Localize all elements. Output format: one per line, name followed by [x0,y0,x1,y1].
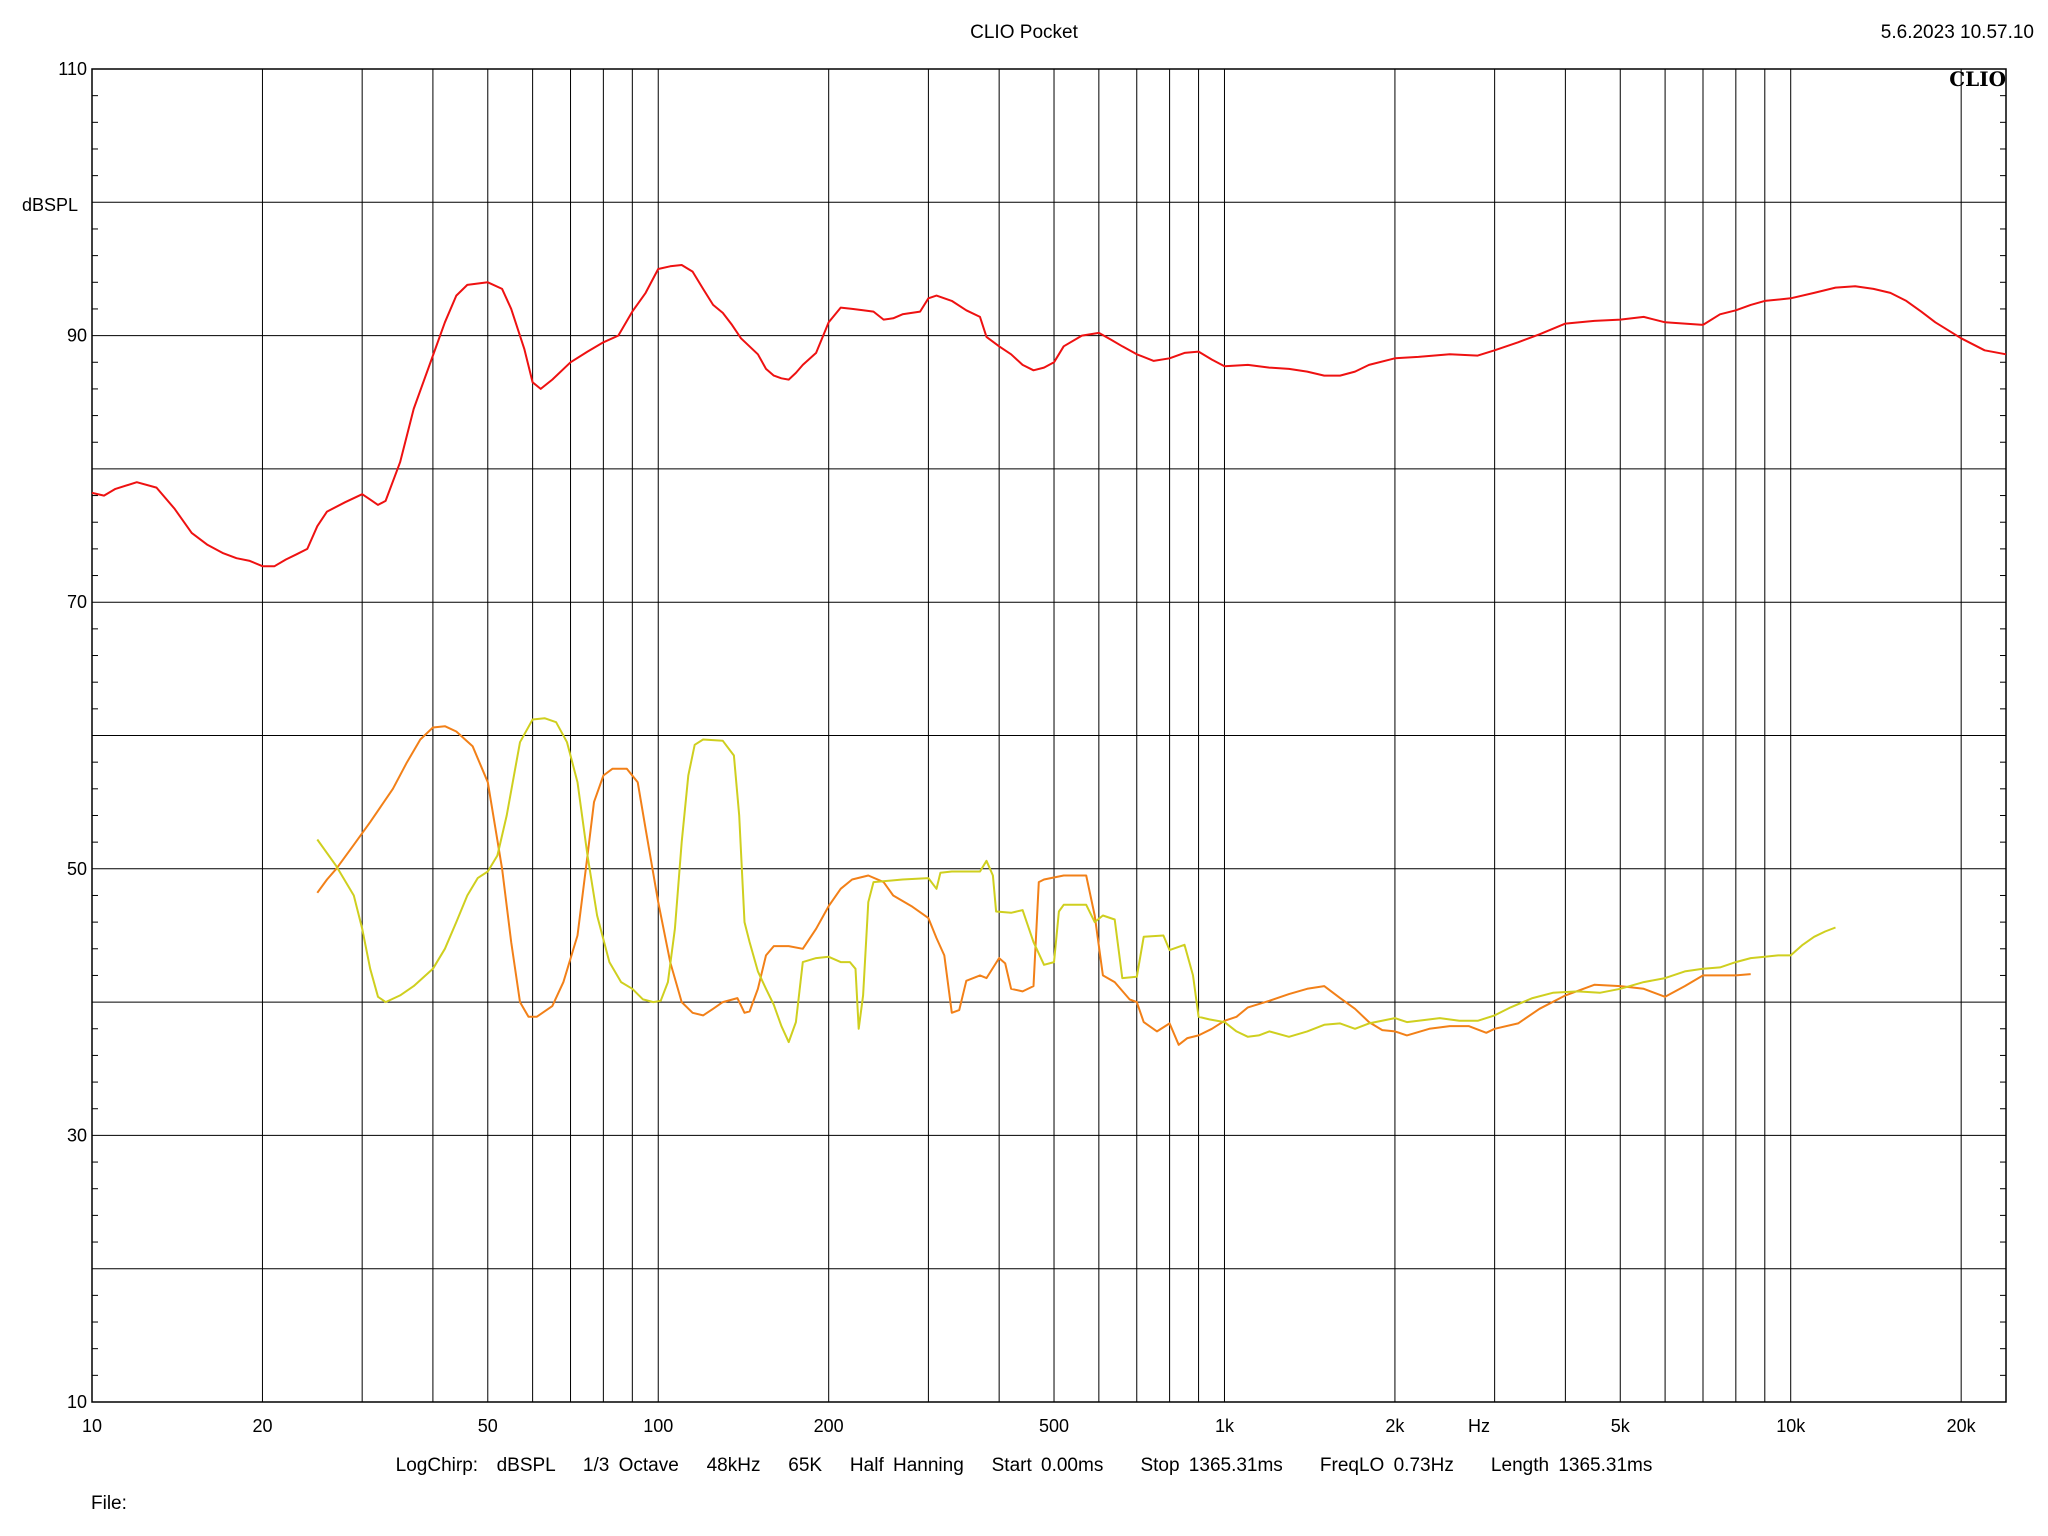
x-tick-label: 200 [814,1416,844,1436]
measurement-settings: LogChirp: dBSPL 1/3 Octave 48kHz 65K Hal… [395,1455,1653,1476]
series-line-1 [91,264,2007,568]
x-tick-label: 20k [1947,1416,1977,1436]
x-axis-label: Hz [1468,1416,1490,1436]
x-tick-label: 20 [252,1416,272,1436]
y-axis-ticks: 10 30 50 70 90 110 [58,59,87,1412]
series-layer [91,264,2007,1046]
y-tick-label: 110 [58,59,87,79]
series-line-3 [316,717,1836,1044]
minor-ticks [92,95,2006,1376]
y-tick-label: 90 [67,326,87,346]
x-tick-label: 2k [1385,1416,1405,1436]
y-axis-label: dBSPL [22,195,78,215]
y-tick-label: 30 [67,1125,87,1145]
timestamp: 5.6.2023 10.57.10 [1880,22,2034,43]
y-tick-label: 10 [67,1392,87,1412]
x-axis-ticks: 10 20 50 100 200 500 1k 2k 5k 10k 20k [82,1416,1977,1436]
y-tick-label: 50 [67,859,87,879]
x-tick-label: 10 [82,1416,102,1436]
x-tick-label: 100 [643,1416,673,1436]
file-label: File: [91,1493,127,1514]
x-tick-label: 50 [478,1416,498,1436]
chart-grid [92,69,2006,1402]
x-tick-label: 500 [1039,1416,1069,1436]
x-tick-label: 5k [1611,1416,1631,1436]
x-tick-label: 1k [1215,1416,1235,1436]
x-tick-label: 10k [1776,1416,1806,1436]
chart-title: CLIO Pocket [970,22,1078,43]
y-tick-label: 70 [67,592,87,612]
plot-frame [91,68,2007,1403]
series-line-2 [316,725,1751,1046]
clio-logo: CLIO [1949,67,2006,91]
